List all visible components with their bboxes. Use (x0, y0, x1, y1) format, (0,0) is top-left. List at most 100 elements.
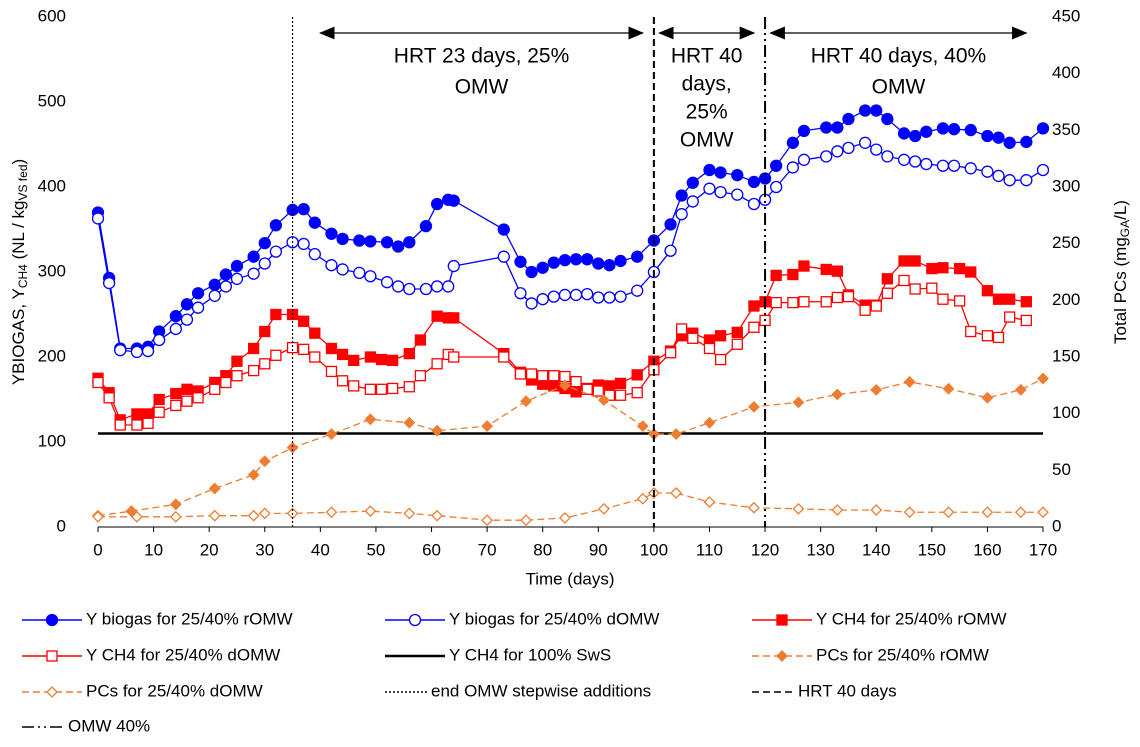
marker (380, 236, 394, 249)
marker (325, 506, 338, 519)
legend-label: Y biogas for 25/40% rOMW (86, 609, 293, 628)
x-tick-label: 130 (806, 540, 834, 559)
marker (1014, 506, 1027, 519)
marker (247, 509, 260, 522)
marker (520, 395, 532, 408)
series (92, 372, 1049, 522)
marker (937, 262, 949, 274)
marker (269, 219, 283, 232)
marker (192, 392, 204, 404)
marker (1020, 174, 1033, 187)
marker (770, 269, 782, 282)
legend-label: OMW 40% (68, 716, 150, 735)
marker (603, 380, 616, 392)
marker (687, 332, 699, 344)
marker (403, 507, 416, 520)
marker (559, 512, 571, 524)
legend-label: Y CH4 for 25/40% rOMW (816, 609, 1007, 628)
marker (419, 219, 433, 233)
marker (831, 388, 844, 401)
legend-label: PCs for 25/40% rOMW (816, 645, 989, 664)
legend-marker (46, 686, 58, 698)
y2-axis-title-part: Total PCs (mg (1111, 237, 1130, 344)
marker (1020, 314, 1032, 327)
marker (614, 254, 627, 268)
marker (497, 250, 510, 263)
legend-item: end OMW stepwise additions (385, 681, 651, 700)
y2-tick-label: 50 (1052, 460, 1071, 479)
marker (1036, 163, 1050, 177)
marker (380, 276, 394, 289)
marker (230, 259, 244, 273)
marker (786, 136, 800, 149)
marker (664, 347, 677, 359)
marker (125, 505, 138, 518)
marker (92, 510, 104, 523)
y-axis-title-part: YBIOGAS, Y (9, 288, 28, 385)
marker (431, 310, 443, 322)
marker (348, 354, 360, 367)
marker (309, 327, 321, 339)
marker (870, 104, 883, 117)
y2-tick-label: 400 (1052, 63, 1080, 82)
marker (230, 272, 244, 285)
marker (152, 333, 166, 347)
marker (180, 313, 194, 326)
marker (270, 308, 282, 321)
marker (1037, 372, 1049, 385)
y-tick-label: 600 (38, 6, 66, 25)
x-tick-label: 150 (918, 540, 946, 559)
marker (664, 218, 677, 231)
marker (636, 420, 649, 433)
marker (520, 514, 532, 527)
marker (403, 416, 416, 429)
legend-marker (45, 613, 59, 627)
marker (664, 244, 677, 257)
marker (731, 326, 743, 339)
legend-label: PCs for 25/40% dOMW (86, 681, 263, 700)
marker (375, 383, 388, 395)
legend-label: end OMW stepwise additions (431, 681, 651, 700)
x-tick-label: 110 (696, 540, 723, 559)
marker (714, 330, 727, 342)
marker (153, 406, 165, 418)
marker (91, 212, 105, 225)
marker (353, 234, 366, 247)
legend-marker (46, 650, 58, 662)
marker (169, 310, 182, 323)
marker (325, 428, 338, 440)
marker (953, 262, 966, 275)
marker (392, 240, 405, 253)
marker (965, 325, 977, 338)
marker (498, 351, 510, 363)
marker (447, 194, 460, 207)
x-tick-label: 10 (144, 540, 163, 559)
marker (525, 368, 538, 380)
marker (386, 382, 399, 395)
annotation-text: OMW (680, 129, 734, 152)
marker (170, 399, 182, 412)
marker (537, 370, 549, 382)
marker (208, 278, 221, 291)
annotation-text: OMW (455, 76, 509, 99)
marker (603, 259, 616, 272)
marker (258, 236, 271, 250)
marker (631, 387, 643, 399)
annotation-text: days, (682, 73, 732, 96)
legend-item: PCs for 25/40% dOMW (22, 681, 263, 700)
marker (703, 163, 716, 177)
marker (908, 155, 922, 168)
y2-tick-label: 300 (1052, 176, 1080, 195)
marker (1014, 383, 1027, 396)
series-line (97, 377, 1044, 517)
y-axis-title-part: ) (9, 159, 28, 165)
marker (981, 129, 994, 143)
marker (942, 382, 955, 395)
marker (731, 338, 743, 350)
marker (297, 237, 310, 251)
y-axis-title-part: VS fed (16, 165, 30, 201)
marker (686, 195, 699, 208)
marker (191, 301, 205, 314)
marker (859, 304, 871, 316)
